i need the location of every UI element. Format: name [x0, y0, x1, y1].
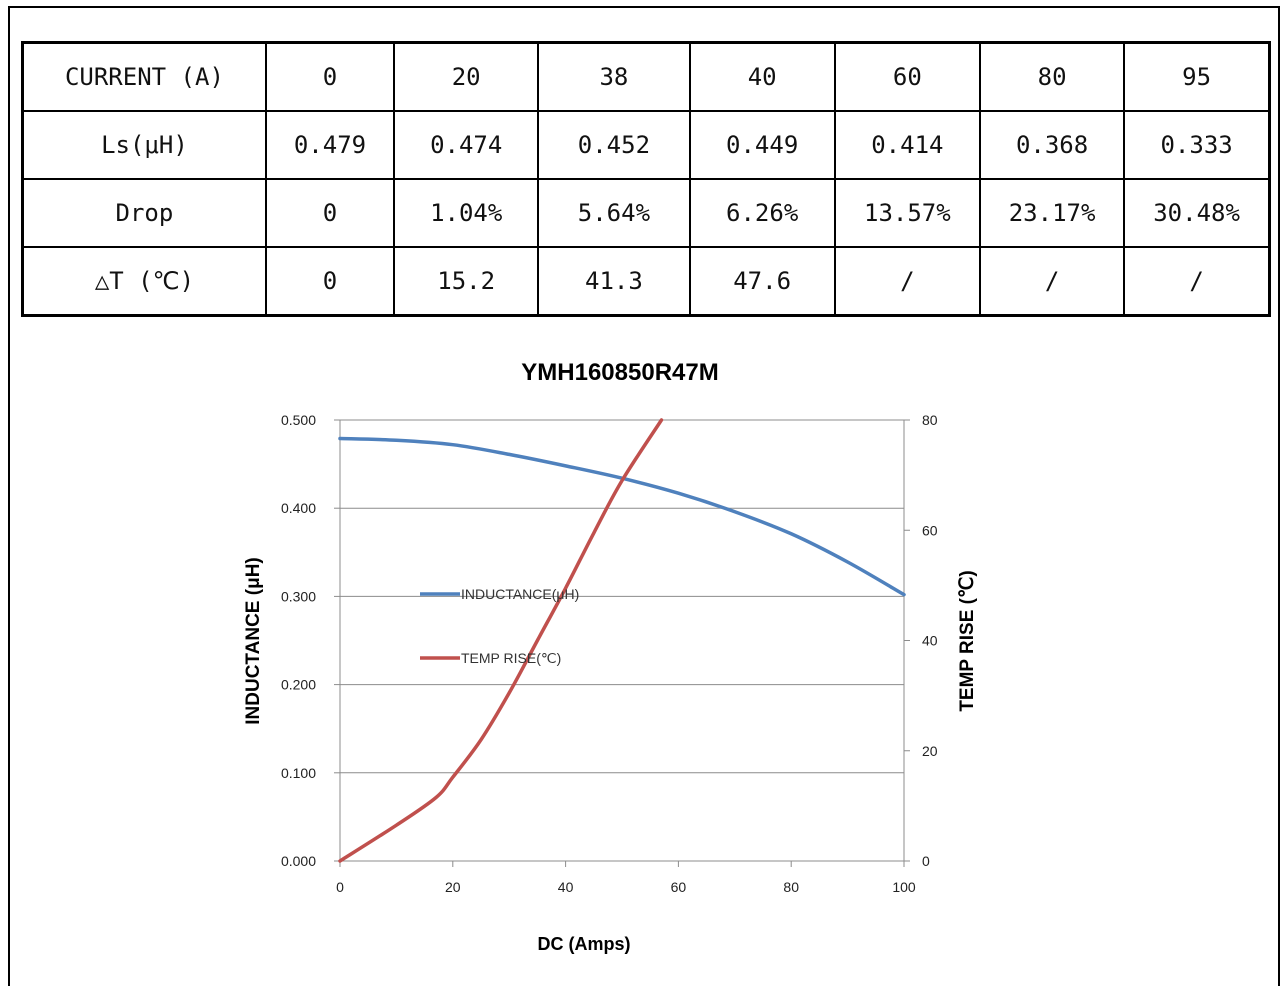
- row-header: Ls(μH): [21, 110, 267, 180]
- x-tick-label: 40: [558, 879, 574, 895]
- table-cell: 0: [264, 41, 396, 112]
- table-cell: 15.2: [393, 246, 540, 317]
- y-tick-label: 0.200: [281, 677, 316, 693]
- table-cell: 40: [688, 41, 836, 112]
- temp-rise-series-line: [338, 418, 664, 863]
- row-header: △T (℃): [21, 246, 267, 317]
- table-cell: 13.57%: [833, 178, 981, 248]
- y2-tick-label: 40: [922, 633, 938, 649]
- y2-tick-label: 60: [922, 522, 938, 538]
- y-axis-label: INDUCTANCE (μH): [243, 557, 264, 724]
- y-tick-label: 0.000: [281, 853, 316, 869]
- table-cell: 23.17%: [978, 178, 1126, 248]
- row-header: Drop: [21, 178, 267, 248]
- y2-tick-label: 80: [922, 412, 938, 428]
- y-tick-label: 0.500: [281, 412, 316, 428]
- table-cell: 5.64%: [537, 178, 691, 248]
- table-cell: 1.04%: [393, 178, 540, 248]
- x-axis-label: DC (Amps): [538, 934, 631, 954]
- table-cell: 6.26%: [688, 178, 836, 248]
- x-tick-label: 100: [892, 879, 916, 895]
- table-cell: 0: [264, 246, 396, 317]
- table-cell: /: [1123, 246, 1271, 317]
- y-tick-label: 0.100: [281, 765, 316, 781]
- table-cell: 41.3: [537, 246, 691, 317]
- chart-title: YMH160850R47M: [521, 359, 718, 386]
- table-cell: 0.452: [537, 110, 691, 180]
- y2-tick-label: 0: [922, 853, 930, 869]
- table-cell: 30.48%: [1123, 178, 1271, 248]
- table-cell: 38: [537, 41, 691, 112]
- row-header: CURRENT (A): [21, 41, 267, 112]
- table-row: CURRENT (A) 0 20 38 40 60 80 95: [21, 41, 1271, 112]
- table-cell: 80: [978, 41, 1126, 112]
- table-cell: 47.6: [688, 246, 836, 317]
- table-cell: 0.479: [264, 110, 396, 180]
- table-row: Ls(μH) 0.479 0.474 0.452 0.449 0.414 0.368 0.33…: [21, 110, 1271, 180]
- y-tick-label: 0.400: [281, 500, 316, 516]
- table-cell: 60: [833, 41, 981, 112]
- page-frame: [8, 6, 1280, 986]
- table-row: Drop 0 1.04% 5.64% 6.26% 13.57% 23.17% 30.48%: [21, 178, 1271, 248]
- x-tick-label: 20: [445, 879, 461, 895]
- table-row: △T (℃) 0 15.2 41.3 47.6// /: [21, 246, 1271, 317]
- table-cell: 0.368: [978, 110, 1126, 180]
- x-tick-label: 0: [336, 879, 344, 895]
- x-tick-label: 80: [783, 879, 799, 895]
- table-cell: /: [833, 246, 981, 317]
- table-cell: 20: [393, 41, 540, 112]
- table-cell: 95: [1123, 41, 1271, 112]
- legend-label: INDUCTANCE(μH): [461, 586, 579, 602]
- inductance-temp-chart: YMH160850R47M 0.000 0.100 0.200 0.300 0.400 0…: [243, 359, 978, 954]
- table-cell: 0.474: [393, 110, 540, 180]
- table-cell: 0.449: [688, 110, 836, 180]
- y2-tick-label: 20: [922, 743, 938, 759]
- y-tick-label: 0.300: [281, 588, 316, 604]
- chart-container: YMH160850R47M 0.000 0.100 0.200 0.300 0.400 0…: [0, 330, 1282, 965]
- legend-label: TEMP RISE(℃): [461, 650, 561, 666]
- table-cell: 0: [264, 178, 396, 248]
- inductance-series-line: [338, 436, 906, 597]
- y2-axis-label: TEMP RISE (℃): [957, 570, 978, 711]
- table-cell: 0.333: [1123, 110, 1271, 180]
- table-cell: /: [978, 246, 1126, 317]
- spec-table: CURRENT (A) 0 20 38 40 60 80 95 Ls(μH) 0.479 0.474…: [21, 41, 1271, 317]
- x-tick-label: 60: [671, 879, 687, 895]
- table-cell: 0.414: [833, 110, 981, 180]
